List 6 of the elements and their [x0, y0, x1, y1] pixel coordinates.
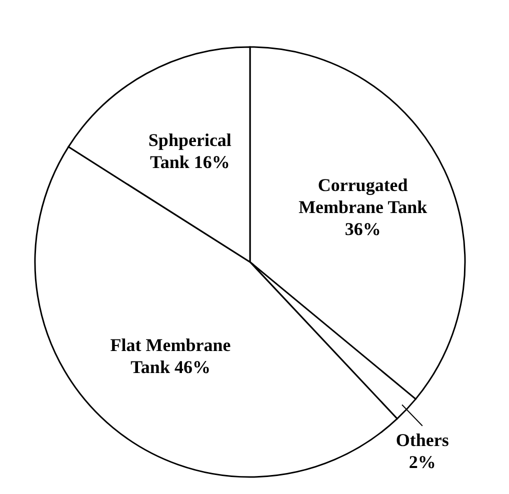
data-label: 36% [344, 219, 381, 240]
slice-label: Flat Membrane Tank 46% [110, 335, 231, 378]
slice-label: Sphperical Tank 16% [148, 130, 232, 172]
slice-label: Others [396, 430, 449, 450]
data-label: 2% [408, 452, 436, 472]
slice-label: Corrugated Membrane Tank [298, 175, 428, 218]
